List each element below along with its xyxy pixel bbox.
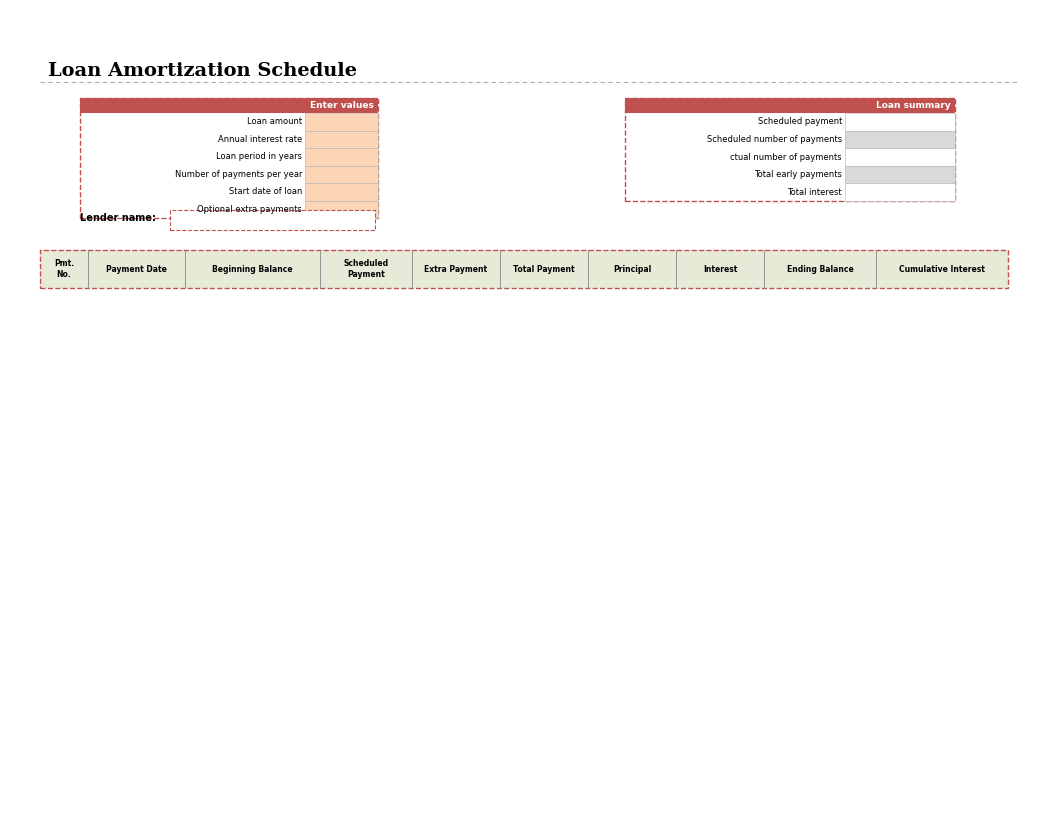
Text: Enter values: Enter values	[310, 101, 374, 110]
Text: Total interest: Total interest	[787, 188, 842, 197]
Text: Number of payments per year: Number of payments per year	[174, 170, 302, 179]
Text: Pmt.
No.: Pmt. No.	[54, 259, 74, 279]
Bar	[305, 148, 378, 166]
Text: Cumulative Interest: Cumulative Interest	[900, 265, 985, 274]
Bar	[305, 183, 378, 200]
Text: Payment Date: Payment Date	[106, 265, 167, 274]
Text: Scheduled
Payment: Scheduled Payment	[344, 259, 389, 279]
Bar	[845, 183, 956, 201]
Bar	[40, 250, 1008, 288]
Text: Loan summary: Loan summary	[876, 101, 951, 110]
Bar	[170, 210, 375, 230]
Bar	[625, 98, 956, 201]
Bar	[845, 148, 956, 166]
Text: Loan Amortization Schedule: Loan Amortization Schedule	[48, 62, 357, 80]
Text: ctual number of payments: ctual number of payments	[730, 153, 842, 162]
Text: Total early payments: Total early payments	[754, 170, 842, 179]
Bar	[40, 250, 1008, 288]
Text: Annual interest rate: Annual interest rate	[218, 135, 302, 144]
Bar	[845, 166, 956, 183]
Bar	[305, 200, 378, 218]
Bar	[305, 166, 378, 183]
Text: Start date of loan: Start date of loan	[228, 187, 302, 196]
Text: Interest: Interest	[703, 265, 737, 274]
Bar	[305, 131, 378, 148]
Text: Ending Balance: Ending Balance	[786, 265, 853, 274]
Text: Principal: Principal	[613, 265, 651, 274]
Bar	[80, 98, 378, 113]
Text: Total Payment: Total Payment	[514, 265, 575, 274]
Text: Extra Payment: Extra Payment	[425, 265, 487, 274]
Text: Optional extra payments: Optional extra payments	[198, 205, 302, 214]
Bar	[305, 113, 378, 131]
Text: Lender name:: Lender name:	[80, 213, 155, 223]
Text: Beginning Balance: Beginning Balance	[212, 265, 293, 274]
Bar	[80, 98, 378, 218]
Text: Scheduled payment: Scheduled payment	[758, 118, 842, 127]
Text: Scheduled number of payments: Scheduled number of payments	[707, 135, 842, 144]
Bar	[845, 113, 956, 131]
Text: Loan period in years: Loan period in years	[216, 152, 302, 161]
Bar	[625, 98, 956, 113]
Bar	[845, 131, 956, 148]
Text: Loan amount: Loan amount	[247, 118, 302, 127]
